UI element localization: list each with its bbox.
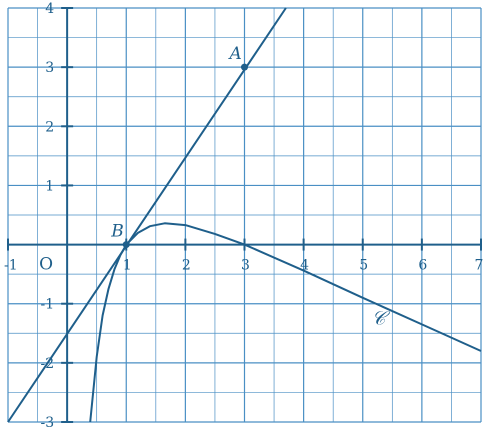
y-tick-label: -1 <box>40 297 54 313</box>
point-b <box>122 241 130 249</box>
labels: -1 1 2 3 4 5 6 7 -3 -2 -1 1 2 3 4 O 𝒞 A B <box>4 1 483 430</box>
grid <box>7 7 482 423</box>
tangent-line <box>7 7 287 423</box>
y-tick-label: 1 <box>45 178 54 194</box>
x-tick-label: 3 <box>241 258 250 274</box>
x-tick-label: 6 <box>418 258 427 274</box>
x-tick-label: 2 <box>182 258 191 274</box>
point-label-b: B <box>110 222 124 242</box>
y-tick-label: 4 <box>45 1 54 17</box>
curve-c <box>89 222 482 423</box>
x-tick-label: -1 <box>4 258 18 274</box>
curve-name-label: 𝒞 <box>372 307 391 329</box>
x-tick-label: 1 <box>123 258 132 274</box>
y-tick-label: 2 <box>45 119 54 135</box>
point-a <box>241 63 248 71</box>
x-tick-label: 4 <box>300 258 309 274</box>
origin-label: O <box>39 255 53 275</box>
series <box>7 7 482 423</box>
x-tick-label: 5 <box>359 258 368 274</box>
y-tick-label: 3 <box>45 60 54 76</box>
y-tick-label: -3 <box>40 415 54 430</box>
point-label-a: A <box>228 44 242 64</box>
y-tick-label: -2 <box>40 356 54 372</box>
x-tick-label: 7 <box>475 258 484 274</box>
